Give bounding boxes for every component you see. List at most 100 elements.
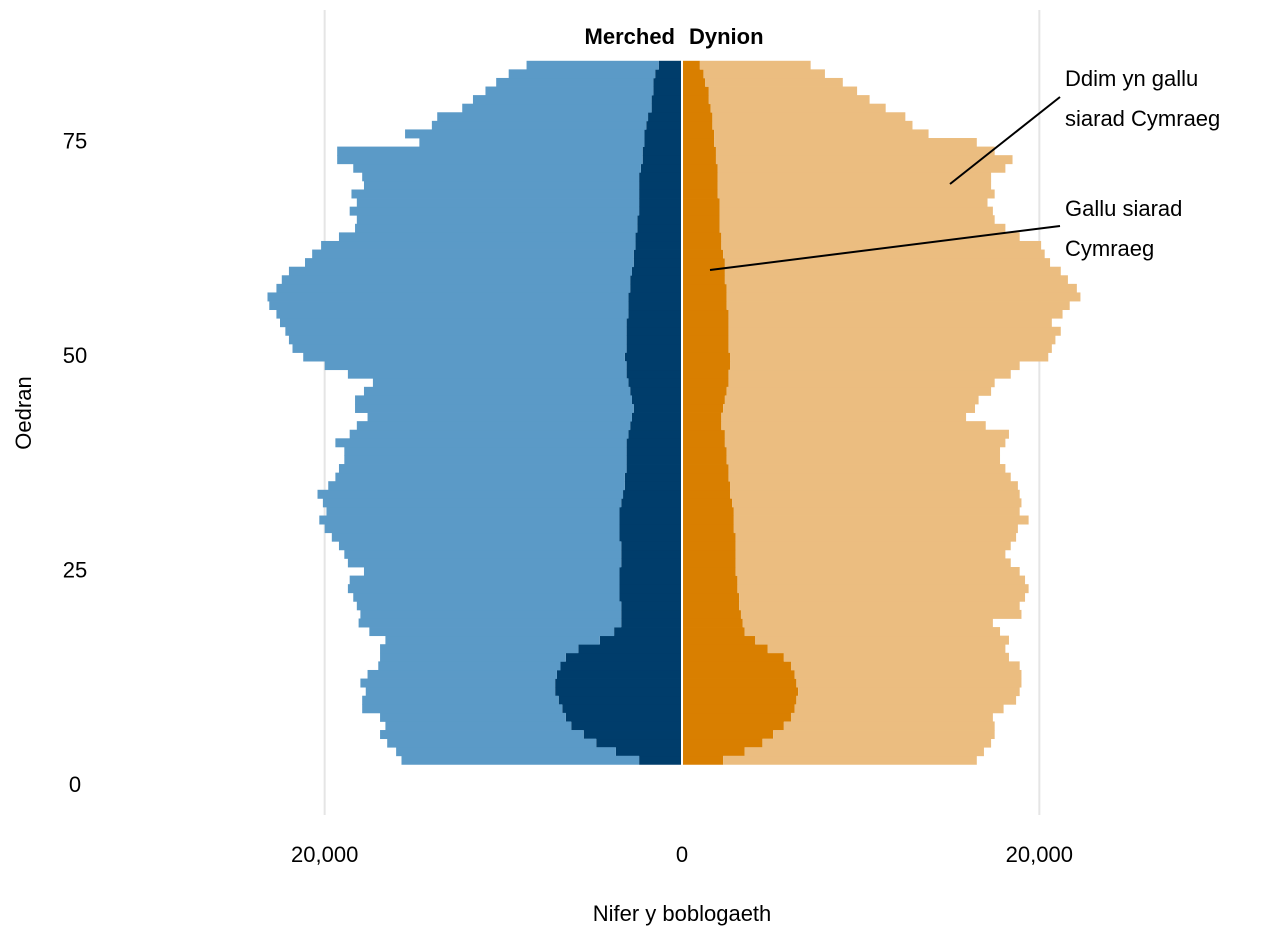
bar — [790, 712, 993, 722]
bar — [794, 669, 1022, 679]
bar — [556, 669, 682, 679]
bar — [708, 86, 858, 96]
bar — [682, 240, 722, 250]
bar — [682, 120, 713, 130]
bar — [682, 69, 704, 79]
bar — [783, 652, 1009, 662]
bar — [682, 361, 731, 371]
bar — [682, 567, 736, 576]
bar — [733, 524, 1018, 534]
bar — [682, 138, 715, 147]
bar — [762, 738, 992, 748]
bar — [319, 515, 620, 525]
overlay — [681, 50, 1061, 770]
bar — [621, 609, 682, 619]
bar — [338, 541, 622, 551]
bar — [721, 240, 1042, 250]
bar — [614, 627, 682, 637]
x-axis-label: Nifer y boblogaeth — [593, 901, 772, 926]
bar — [367, 669, 557, 679]
bar — [324, 361, 627, 371]
bar — [363, 567, 620, 576]
bar — [626, 326, 682, 336]
bar — [712, 120, 913, 130]
bar — [682, 77, 706, 87]
bar — [682, 704, 795, 714]
bar — [639, 180, 682, 190]
bar — [362, 695, 559, 705]
bar — [337, 155, 643, 165]
bar — [742, 618, 993, 628]
bar — [312, 249, 634, 259]
bar — [337, 146, 643, 156]
bar — [401, 755, 640, 765]
bar — [721, 421, 986, 431]
bar — [728, 343, 1052, 353]
bar — [496, 77, 654, 87]
bar — [267, 292, 629, 302]
bar — [624, 481, 682, 491]
bar — [626, 335, 682, 345]
bar — [726, 446, 1001, 456]
bar — [380, 730, 584, 740]
bar — [349, 575, 620, 585]
bar — [619, 506, 682, 516]
x-tick-label: 0 — [676, 842, 688, 867]
bar — [735, 558, 1011, 568]
bar — [356, 601, 622, 611]
bar — [526, 60, 659, 70]
bar — [682, 318, 729, 328]
bar — [682, 60, 700, 70]
bar — [773, 730, 995, 740]
bar — [798, 687, 1020, 697]
bar — [682, 541, 736, 551]
bar — [682, 755, 724, 765]
bar — [682, 335, 729, 345]
bar — [276, 283, 631, 293]
bar — [344, 549, 622, 559]
bar — [462, 103, 652, 113]
bar — [728, 378, 995, 388]
bar — [658, 60, 682, 70]
bar — [796, 678, 1022, 688]
bar — [728, 464, 1006, 474]
panel-title: Merched — [585, 24, 675, 49]
bar — [626, 343, 682, 353]
bar — [355, 223, 638, 233]
bar — [715, 155, 1013, 165]
bar — [378, 661, 561, 671]
bar — [560, 661, 682, 671]
bar — [655, 69, 682, 79]
bar — [628, 301, 682, 311]
bar — [619, 575, 682, 585]
bar — [639, 172, 682, 182]
bar — [347, 584, 620, 594]
bar — [682, 386, 727, 396]
bar — [682, 180, 718, 190]
bar — [338, 232, 636, 242]
bar — [565, 712, 682, 722]
bar — [621, 558, 682, 568]
bar — [744, 627, 1001, 637]
bar — [380, 644, 579, 654]
bar — [682, 249, 724, 259]
bar — [642, 155, 682, 165]
bar — [682, 721, 784, 731]
bar — [633, 258, 682, 268]
bar — [644, 138, 682, 147]
bar — [285, 326, 627, 336]
bar — [682, 644, 768, 654]
bar — [724, 395, 979, 405]
bar — [626, 446, 682, 456]
bar — [633, 249, 682, 259]
bar — [621, 541, 682, 551]
bar — [739, 592, 1026, 602]
bar — [682, 489, 731, 499]
bar — [737, 575, 1026, 585]
bar — [431, 120, 647, 130]
bar — [630, 386, 682, 396]
bar — [631, 395, 682, 405]
bar — [767, 644, 1006, 654]
bar — [344, 455, 627, 465]
